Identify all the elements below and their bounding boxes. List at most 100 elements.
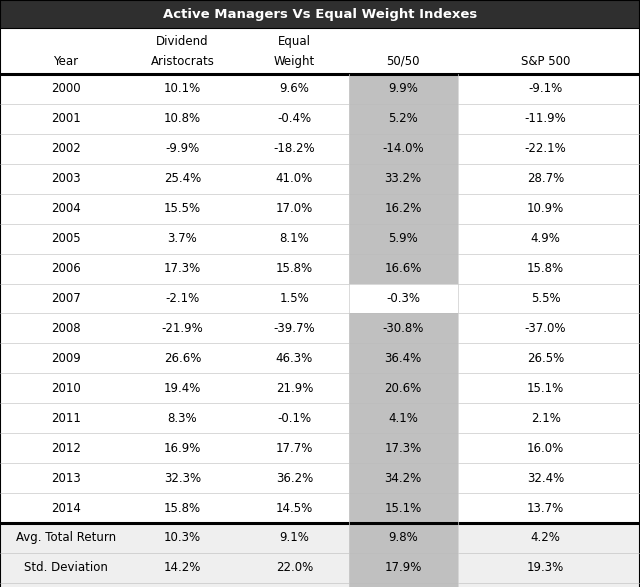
Text: -2.1%: -2.1%: [165, 292, 200, 305]
FancyBboxPatch shape: [349, 373, 458, 403]
Text: 15.8%: 15.8%: [164, 501, 201, 515]
Text: 15.1%: 15.1%: [527, 382, 564, 395]
Text: 21.9%: 21.9%: [276, 382, 313, 395]
Text: 2004: 2004: [51, 202, 81, 215]
Text: -0.1%: -0.1%: [277, 411, 312, 425]
Text: -9.9%: -9.9%: [165, 142, 200, 156]
Text: 2006: 2006: [51, 262, 81, 275]
Text: 2011: 2011: [51, 411, 81, 425]
FancyBboxPatch shape: [349, 313, 458, 343]
Text: 9.8%: 9.8%: [388, 531, 418, 545]
Text: 33.2%: 33.2%: [385, 172, 422, 185]
FancyBboxPatch shape: [0, 493, 640, 523]
FancyBboxPatch shape: [0, 224, 640, 254]
Text: 41.0%: 41.0%: [276, 172, 313, 185]
Text: 8.3%: 8.3%: [168, 411, 197, 425]
Text: 4.9%: 4.9%: [531, 232, 561, 245]
FancyBboxPatch shape: [0, 134, 640, 164]
Text: 32.4%: 32.4%: [527, 471, 564, 485]
Text: 15.8%: 15.8%: [527, 262, 564, 275]
FancyBboxPatch shape: [349, 553, 458, 583]
FancyBboxPatch shape: [0, 433, 640, 463]
Text: 4.1%: 4.1%: [388, 411, 418, 425]
Text: -39.7%: -39.7%: [273, 322, 316, 335]
Text: 15.8%: 15.8%: [276, 262, 313, 275]
Text: 14.2%: 14.2%: [164, 561, 201, 575]
Text: 2.1%: 2.1%: [531, 411, 561, 425]
Text: 5.2%: 5.2%: [388, 112, 418, 126]
Text: 28.7%: 28.7%: [527, 172, 564, 185]
FancyBboxPatch shape: [0, 28, 640, 74]
FancyBboxPatch shape: [0, 164, 640, 194]
FancyBboxPatch shape: [349, 583, 458, 587]
Text: 10.1%: 10.1%: [164, 82, 201, 96]
FancyBboxPatch shape: [349, 493, 458, 523]
Text: 2009: 2009: [51, 352, 81, 365]
Text: 15.1%: 15.1%: [385, 501, 422, 515]
Text: 2008: 2008: [51, 322, 81, 335]
FancyBboxPatch shape: [349, 343, 458, 373]
Text: -14.0%: -14.0%: [382, 142, 424, 156]
Text: 25.4%: 25.4%: [164, 172, 201, 185]
FancyBboxPatch shape: [0, 373, 640, 403]
Text: 9.9%: 9.9%: [388, 82, 418, 96]
FancyBboxPatch shape: [349, 463, 458, 493]
FancyBboxPatch shape: [349, 134, 458, 164]
Text: 5.9%: 5.9%: [388, 232, 418, 245]
Text: 19.4%: 19.4%: [164, 382, 201, 395]
FancyBboxPatch shape: [0, 343, 640, 373]
Text: -11.9%: -11.9%: [525, 112, 566, 126]
Text: 10.9%: 10.9%: [527, 202, 564, 215]
Text: 26.5%: 26.5%: [527, 352, 564, 365]
Text: 14.5%: 14.5%: [276, 501, 313, 515]
Text: 4.2%: 4.2%: [531, 531, 561, 545]
Text: -21.9%: -21.9%: [161, 322, 204, 335]
Text: 2014: 2014: [51, 501, 81, 515]
Text: 8.1%: 8.1%: [280, 232, 309, 245]
Text: Std. Deviation: Std. Deviation: [24, 561, 108, 575]
Text: Equal: Equal: [278, 35, 311, 48]
Text: 16.2%: 16.2%: [385, 202, 422, 215]
FancyBboxPatch shape: [349, 104, 458, 134]
Text: S&P 500: S&P 500: [521, 55, 570, 68]
Text: 16.9%: 16.9%: [164, 441, 201, 455]
Text: 13.7%: 13.7%: [527, 501, 564, 515]
Text: 2005: 2005: [51, 232, 81, 245]
Text: 20.6%: 20.6%: [385, 382, 422, 395]
FancyBboxPatch shape: [0, 403, 640, 433]
FancyBboxPatch shape: [349, 523, 458, 553]
Text: 3.7%: 3.7%: [168, 232, 197, 245]
Text: 17.3%: 17.3%: [164, 262, 201, 275]
Text: 2000: 2000: [51, 82, 81, 96]
Text: 2001: 2001: [51, 112, 81, 126]
Text: 2003: 2003: [51, 172, 81, 185]
Text: -37.0%: -37.0%: [525, 322, 566, 335]
Text: Aristocrats: Aristocrats: [150, 55, 214, 68]
FancyBboxPatch shape: [349, 194, 458, 224]
Text: 32.3%: 32.3%: [164, 471, 201, 485]
Text: Year: Year: [53, 55, 78, 68]
Text: 9.6%: 9.6%: [280, 82, 309, 96]
Text: -9.1%: -9.1%: [529, 82, 563, 96]
Text: 2012: 2012: [51, 441, 81, 455]
Text: -0.4%: -0.4%: [277, 112, 312, 126]
Text: 50/50: 50/50: [387, 55, 420, 68]
Text: 17.3%: 17.3%: [385, 441, 422, 455]
FancyBboxPatch shape: [0, 194, 640, 224]
Text: -0.3%: -0.3%: [386, 292, 420, 305]
Text: -22.1%: -22.1%: [525, 142, 566, 156]
Text: 46.3%: 46.3%: [276, 352, 313, 365]
Text: -30.8%: -30.8%: [383, 322, 424, 335]
Text: 36.4%: 36.4%: [385, 352, 422, 365]
FancyBboxPatch shape: [0, 254, 640, 284]
FancyBboxPatch shape: [349, 164, 458, 194]
Text: 22.0%: 22.0%: [276, 561, 313, 575]
Text: Weight: Weight: [274, 55, 315, 68]
FancyBboxPatch shape: [0, 284, 640, 313]
Text: 9.1%: 9.1%: [280, 531, 309, 545]
Text: 2007: 2007: [51, 292, 81, 305]
Text: -18.2%: -18.2%: [273, 142, 316, 156]
Text: Avg. Total Return: Avg. Total Return: [15, 531, 116, 545]
Text: 19.3%: 19.3%: [527, 561, 564, 575]
Text: 17.9%: 17.9%: [385, 561, 422, 575]
